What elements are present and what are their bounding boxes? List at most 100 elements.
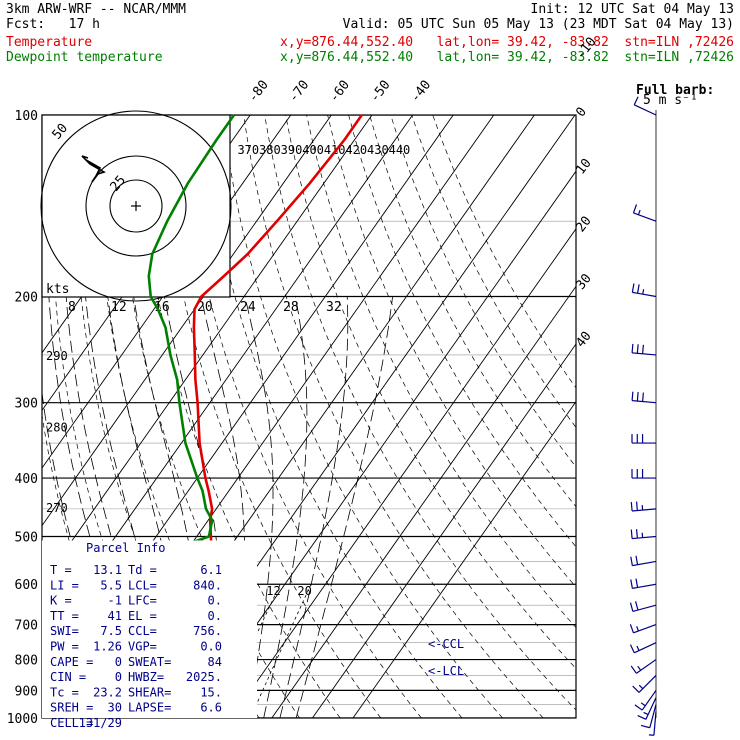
parcel-key: SREH = — [50, 701, 93, 715]
wind-barb — [632, 204, 657, 222]
parcel-title: Parcel Info — [86, 541, 165, 555]
theta-label: 410 — [324, 143, 346, 157]
lcl-marker: <-LCL — [428, 664, 464, 678]
theta-label: 420 — [345, 143, 367, 157]
pressure-label-600: 600 — [15, 578, 38, 593]
wind-barbs — [629, 96, 657, 736]
forecast-hour: Fcst: 17 h — [6, 17, 100, 32]
wind-barb — [630, 659, 657, 674]
moist-adiabat — [279, 296, 349, 718]
wind-barb — [631, 283, 657, 298]
parcel-value: 0. — [208, 609, 222, 623]
dry-adiabat — [432, 115, 576, 389]
speed-label: 24 — [240, 300, 256, 315]
parcel-key: Tc = — [50, 685, 79, 699]
pressure-label-1000: 1000 — [7, 712, 38, 727]
wind-barb — [629, 601, 657, 612]
isotherm-label: -50 — [367, 78, 393, 106]
parcel-key: LFC= — [128, 594, 157, 608]
parcel-key: HWBZ= — [128, 670, 164, 684]
dewpoint-location: x,y=876.44,552.40 lat,lon= 39.42, -83.82… — [280, 50, 734, 65]
parcel-value: 0 — [115, 670, 122, 684]
wind-barb — [634, 690, 657, 711]
dry-adiabat — [327, 115, 576, 588]
parcel-value: 30 — [108, 701, 122, 715]
wind-barb — [631, 343, 657, 356]
hodograph-ring — [40, 110, 232, 302]
parcel-value: 2025. — [186, 670, 222, 684]
dry-adiabat — [369, 115, 576, 508]
parcel-key: SHEAR= — [128, 685, 171, 699]
wind-barb — [630, 501, 657, 512]
parcel-value: 0 — [115, 655, 122, 669]
isotherm — [352, 400, 576, 718]
ccl-marker: <-CCL — [428, 637, 464, 651]
speed-label: 12 — [111, 300, 127, 315]
moist-adiabat — [263, 296, 308, 718]
parcel-value: 840. — [193, 578, 222, 592]
parcel-key: VGP= — [128, 640, 157, 654]
pressure-label-300: 300 — [15, 397, 38, 412]
parcel-value: 7.5 — [100, 624, 122, 638]
theta-label: 370 — [237, 143, 259, 157]
isotherm-label: -10 — [573, 35, 599, 63]
theta-label: 430 — [367, 143, 389, 157]
parcel-value: 131/29 — [79, 716, 122, 730]
pressure-label-100: 100 — [15, 109, 38, 124]
hodograph-ring — [85, 155, 187, 257]
wind-barb — [631, 391, 657, 404]
isotherm-label: -70 — [286, 78, 312, 106]
parcel-key: LAPSE= — [128, 701, 171, 715]
parcel-key: TT = — [50, 609, 79, 623]
init-time: Init: 12 UTC Sat 04 May 13 — [530, 2, 735, 17]
isotherm — [42, 115, 373, 584]
parcel-value: 15. — [200, 685, 222, 699]
parcel-value: 84 — [208, 655, 222, 669]
parcel-key: LCL= — [128, 578, 157, 592]
dry-adiabat — [180, 115, 422, 718]
isotherm — [42, 115, 332, 527]
parcel-key: PW = — [50, 640, 79, 654]
hodograph-trace — [81, 155, 106, 183]
wind-barb — [629, 624, 657, 634]
theta-label: 440 — [389, 143, 411, 157]
parcel-value: 5.5 — [100, 578, 122, 592]
full-barb-label: Full barb: — [636, 83, 714, 98]
wind-barb — [630, 529, 657, 540]
dry-adiabat — [117, 115, 300, 718]
dry-adiabat — [243, 115, 544, 718]
parcel-value: 756. — [193, 624, 222, 638]
parcel-value: 0. — [208, 594, 222, 608]
parcel-key: CELL = — [50, 716, 93, 730]
pressure-label-500: 500 — [15, 530, 38, 545]
parcel-value: 6.1 — [200, 563, 222, 577]
wind-barb — [631, 434, 656, 444]
parcel-key: CIN = — [50, 670, 86, 684]
full-barb-units: 5 m s⁻¹ — [643, 93, 698, 108]
wind-barb — [630, 578, 657, 589]
wind-barb — [630, 555, 657, 567]
moist-adiabat — [295, 296, 393, 718]
wind-barb — [629, 642, 657, 654]
parcel-value: 0.0 — [200, 640, 222, 654]
parcel-key: SWI= — [50, 624, 79, 638]
wind-barb — [633, 96, 657, 116]
dry-adiabat — [285, 115, 576, 670]
plot-border — [41, 114, 577, 719]
mixing-label: 20 — [297, 584, 311, 598]
wind-barb — [648, 711, 657, 736]
isotherm — [0, 115, 7, 718]
parcel-value: 6.6 — [200, 701, 222, 715]
isotherm-label: -60 — [327, 78, 353, 106]
isotherm — [271, 285, 576, 718]
speed-label: 20 — [197, 300, 213, 315]
speed-label: 8 — [68, 300, 76, 315]
theta-low-label: 270 — [46, 501, 68, 515]
speed-label: 28 — [283, 300, 299, 315]
parcel-value: 41 — [108, 609, 122, 623]
temperature-location: x,y=876.44,552.40 lat,lon= 39.42, -83.82… — [280, 35, 734, 50]
wind-barb — [632, 675, 657, 693]
parcel-value: 23.2 — [93, 685, 122, 699]
